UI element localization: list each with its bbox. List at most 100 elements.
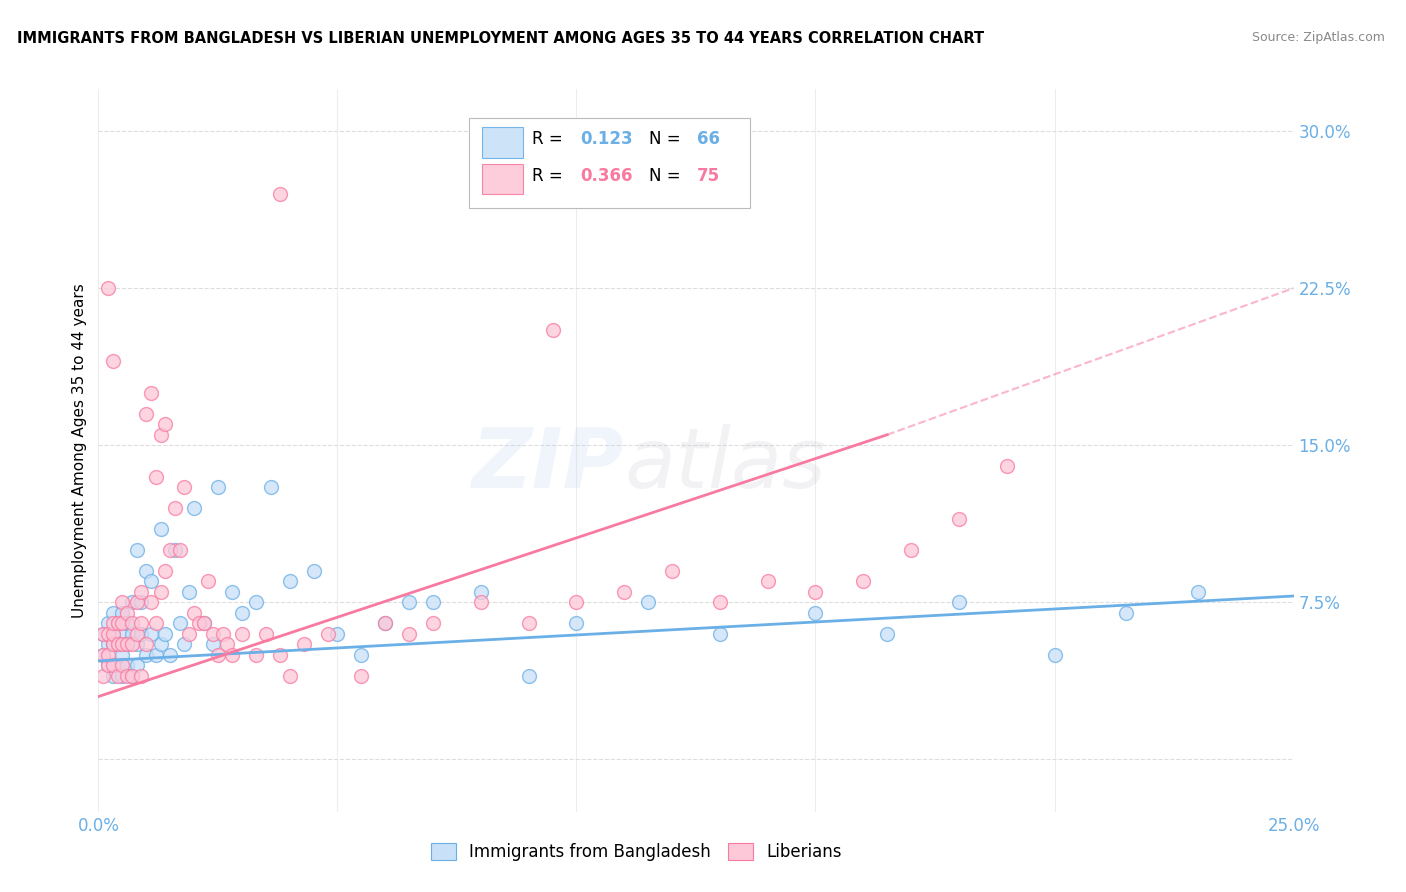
- Point: [217, 637, 239, 651]
- Point: [139, 595, 162, 609]
- Point: [517, 668, 540, 682]
- Text: N =: N =: [650, 130, 686, 148]
- Point: [139, 626, 162, 640]
- Point: [269, 648, 291, 662]
- Point: [91, 668, 114, 682]
- Point: [155, 626, 177, 640]
- Point: [374, 616, 396, 631]
- Point: [97, 637, 120, 651]
- Point: [565, 595, 588, 609]
- Point: [91, 648, 114, 662]
- Point: [163, 543, 186, 558]
- Point: [278, 574, 301, 589]
- Point: [169, 543, 191, 558]
- Point: [245, 648, 267, 662]
- Point: [163, 501, 186, 516]
- Text: 0.366: 0.366: [581, 167, 633, 185]
- Point: [107, 668, 129, 682]
- Point: [422, 616, 444, 631]
- Point: [350, 648, 373, 662]
- Point: [135, 407, 157, 421]
- Point: [179, 584, 201, 599]
- Point: [111, 648, 134, 662]
- Point: [173, 480, 195, 494]
- Text: 75: 75: [697, 167, 720, 185]
- Point: [202, 626, 225, 640]
- Point: [101, 354, 124, 368]
- Point: [183, 606, 205, 620]
- Point: [278, 668, 301, 682]
- Point: [101, 606, 124, 620]
- Point: [292, 637, 315, 651]
- Point: [131, 616, 153, 631]
- Point: [101, 658, 124, 673]
- Point: [245, 595, 267, 609]
- Point: [131, 626, 153, 640]
- Point: [269, 186, 291, 201]
- Point: [709, 626, 731, 640]
- Point: [115, 606, 138, 620]
- Point: [173, 637, 195, 651]
- Point: [948, 511, 970, 525]
- Point: [470, 584, 492, 599]
- Point: [111, 658, 134, 673]
- Point: [97, 281, 120, 295]
- Point: [159, 648, 181, 662]
- Point: [107, 658, 129, 673]
- Text: R =: R =: [533, 167, 568, 185]
- Point: [91, 626, 114, 640]
- Point: [804, 584, 827, 599]
- Text: 0.123: 0.123: [581, 130, 633, 148]
- Point: [97, 626, 120, 640]
- Point: [121, 637, 143, 651]
- Point: [121, 668, 143, 682]
- Point: [169, 616, 191, 631]
- Point: [852, 574, 875, 589]
- Point: [125, 626, 148, 640]
- Point: [97, 648, 120, 662]
- Point: [565, 616, 588, 631]
- Point: [115, 668, 138, 682]
- Point: [259, 480, 281, 494]
- Point: [221, 584, 243, 599]
- Point: [125, 637, 148, 651]
- Point: [125, 543, 148, 558]
- Point: [131, 584, 153, 599]
- Point: [135, 637, 157, 651]
- Point: [149, 584, 172, 599]
- Point: [97, 658, 120, 673]
- Point: [948, 595, 970, 609]
- Point: [115, 637, 138, 651]
- Point: [135, 564, 157, 578]
- Point: [101, 668, 124, 682]
- Point: [101, 637, 124, 651]
- Point: [231, 606, 253, 620]
- Point: [111, 626, 134, 640]
- Point: [422, 595, 444, 609]
- Point: [111, 668, 134, 682]
- Point: [804, 606, 827, 620]
- Point: [183, 501, 205, 516]
- Point: [995, 459, 1018, 474]
- Point: [613, 584, 636, 599]
- Point: [121, 595, 143, 609]
- Text: 66: 66: [697, 130, 720, 148]
- Point: [193, 616, 215, 631]
- Point: [149, 427, 172, 442]
- FancyBboxPatch shape: [482, 128, 523, 158]
- Point: [709, 595, 731, 609]
- Point: [159, 543, 181, 558]
- Point: [149, 522, 172, 536]
- Text: N =: N =: [650, 167, 686, 185]
- Point: [111, 595, 134, 609]
- Point: [1115, 606, 1137, 620]
- Point: [398, 626, 420, 640]
- Point: [316, 626, 339, 640]
- Point: [302, 564, 325, 578]
- Point: [101, 616, 124, 631]
- Point: [107, 637, 129, 651]
- Point: [125, 658, 148, 673]
- FancyBboxPatch shape: [470, 118, 749, 209]
- Point: [193, 616, 215, 631]
- Point: [145, 616, 167, 631]
